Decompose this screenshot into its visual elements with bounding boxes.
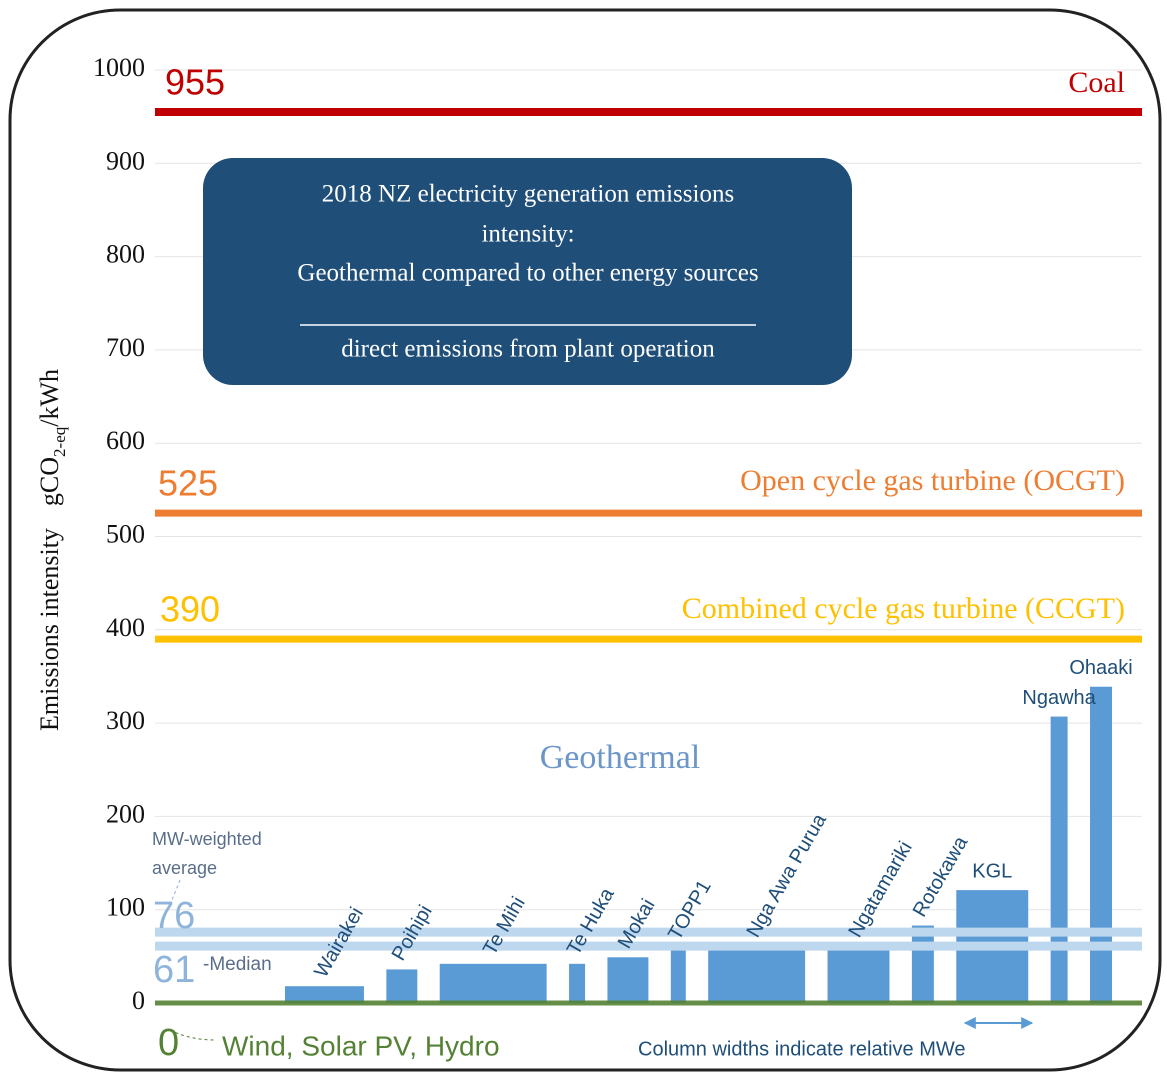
bar bbox=[285, 986, 364, 1003]
bar bbox=[670, 948, 686, 1003]
bar bbox=[1090, 686, 1112, 1003]
bar bbox=[386, 969, 418, 1003]
reference-value: 390 bbox=[160, 589, 220, 630]
bar bbox=[569, 963, 586, 1003]
y-tick-label: 0 bbox=[132, 986, 145, 1015]
y-tick-label: 400 bbox=[106, 613, 145, 642]
leader bbox=[169, 879, 181, 906]
subtitle: direct emissions from plant operation bbox=[341, 336, 715, 363]
bar-label: Ohaaki bbox=[1069, 657, 1132, 679]
y-tick-label: 600 bbox=[106, 426, 145, 455]
bar-label: KGL bbox=[972, 860, 1012, 882]
bar bbox=[1050, 716, 1068, 1003]
reference-name: Combined cycle gas turbine (CCGT) bbox=[682, 592, 1125, 625]
reference-value: 61 bbox=[153, 949, 195, 991]
y-axis-label-part: 2-eq bbox=[50, 426, 69, 457]
y-tick-label: 700 bbox=[106, 333, 145, 362]
bar bbox=[607, 957, 649, 1003]
reference-value: 525 bbox=[158, 463, 218, 504]
y-axis-label-part: Emissions intensity bbox=[35, 528, 64, 731]
bar bbox=[439, 963, 547, 1003]
y-axis-label-part: /kWh bbox=[35, 369, 64, 427]
title-box bbox=[203, 158, 852, 385]
y-tick-label: 800 bbox=[106, 240, 145, 269]
frame bbox=[8, 8, 1162, 1072]
y-tick-label: 1000 bbox=[93, 53, 145, 82]
title-line: intensity: bbox=[481, 221, 574, 248]
series-label: Geothermal bbox=[540, 739, 701, 776]
title-line: 2018 NZ electricity generation emissions bbox=[322, 181, 734, 208]
reference-name: -Median bbox=[203, 954, 272, 975]
reference-name-part: MW-weighted bbox=[152, 829, 262, 849]
bar bbox=[708, 946, 806, 1003]
title-line: Geothermal compared to other energy sour… bbox=[297, 260, 758, 287]
bar-label: Ngatamariki bbox=[844, 838, 916, 941]
bar bbox=[827, 946, 890, 1003]
y-tick-label: 100 bbox=[106, 893, 145, 922]
reference-value: 76 bbox=[153, 895, 195, 937]
reference-value: 955 bbox=[165, 62, 225, 103]
bar bbox=[911, 925, 934, 1003]
y-tick-label: 900 bbox=[106, 146, 145, 175]
reference-name: MW-weighted average bbox=[152, 829, 262, 878]
reference-name: Open cycle gas turbine (OCGT) bbox=[740, 464, 1125, 497]
reference-value: 0 bbox=[158, 1022, 179, 1064]
y-tick-label: 300 bbox=[106, 706, 145, 735]
y-tick-label: 200 bbox=[106, 799, 145, 828]
y-axis-label: Emissions intensity gCO2-eq/kWh bbox=[35, 369, 69, 731]
reference-name-part: average bbox=[152, 858, 217, 878]
bar-label: Ngawha bbox=[1022, 687, 1096, 709]
leader bbox=[169, 1029, 216, 1041]
reference-name: Wind, Solar PV, Hydro bbox=[222, 1030, 500, 1061]
bar-label: Nga Awa Purua bbox=[743, 809, 832, 941]
y-tick-label: 500 bbox=[106, 519, 145, 548]
note: Column widths indicate relative MWe bbox=[638, 1038, 966, 1060]
reference-name: Coal bbox=[1068, 66, 1125, 99]
y-axis-label-part: gCO bbox=[35, 457, 64, 506]
